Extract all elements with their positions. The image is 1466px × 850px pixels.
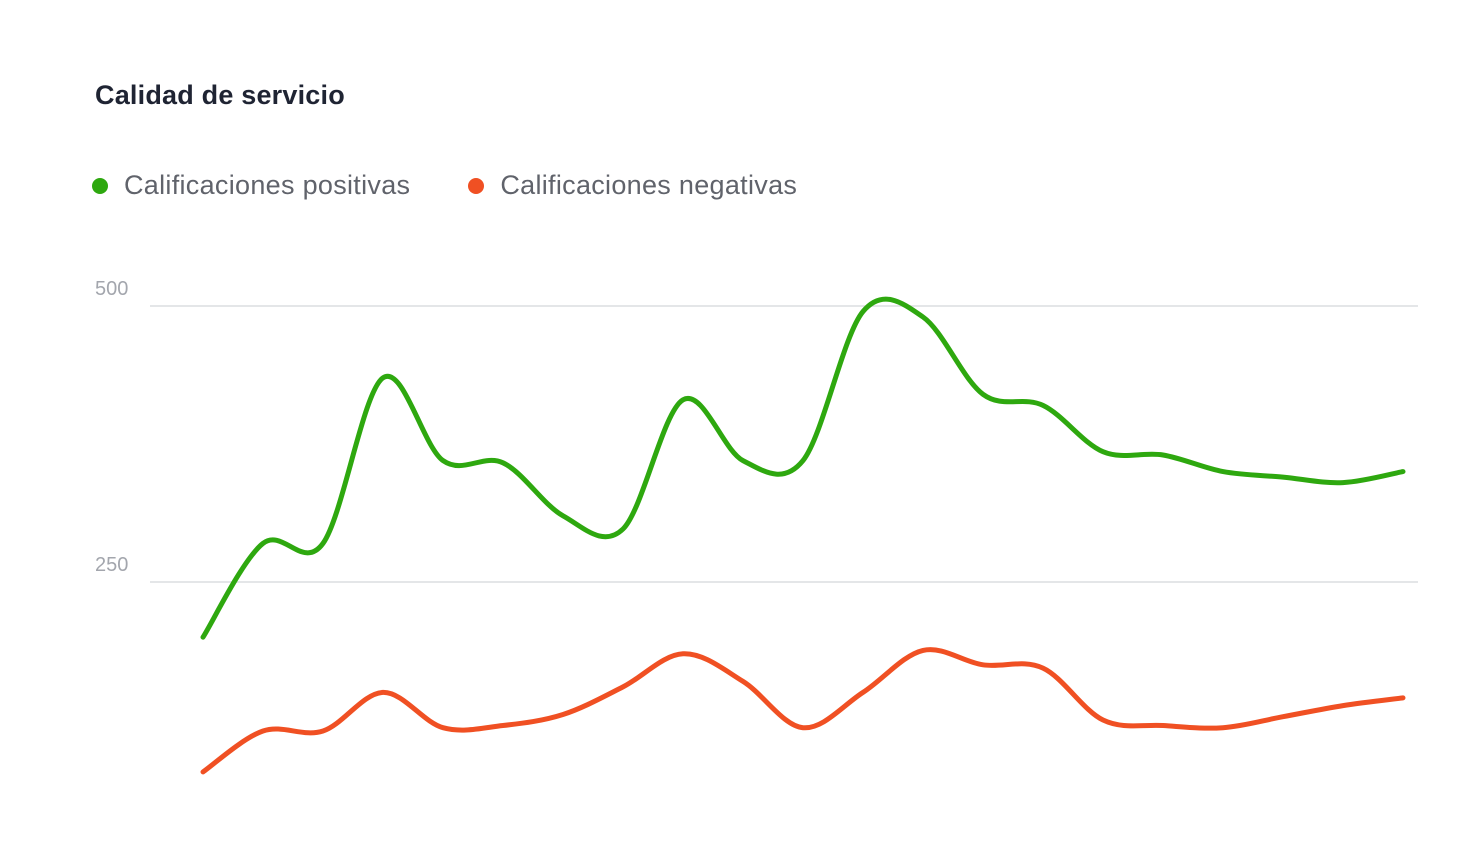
data-point-positive-4[interactable]	[377, 372, 389, 384]
data-point-positive-14[interactable]	[977, 388, 989, 400]
legend-item-negative[interactable]: Calificaciones negativas	[468, 170, 797, 201]
series-line-negative	[200, 647, 1406, 775]
data-point-negative-18[interactable]	[1217, 722, 1229, 734]
data-point-positive-18[interactable]	[1217, 466, 1229, 478]
data-point-negative-3[interactable]	[317, 725, 329, 737]
data-point-negative-8[interactable]	[617, 681, 629, 693]
data-point-positive-21[interactable]	[1397, 466, 1409, 478]
data-point-negative-4[interactable]	[377, 686, 389, 698]
data-point-negative-21[interactable]	[1397, 692, 1409, 704]
chart-title: Calidad de servicio	[95, 80, 345, 110]
data-point-negative-17[interactable]	[1157, 720, 1169, 732]
data-point-negative-20[interactable]	[1337, 700, 1349, 712]
data-point-negative-5[interactable]	[437, 722, 449, 734]
data-point-negative-1[interactable]	[197, 766, 209, 778]
data-point-negative-13[interactable]	[917, 644, 929, 656]
series-line-positive	[200, 296, 1406, 640]
y-tick-label-250: 250	[95, 554, 128, 576]
data-point-positive-3[interactable]	[317, 537, 329, 549]
data-point-negative-14[interactable]	[977, 659, 989, 671]
data-point-negative-2[interactable]	[257, 725, 269, 737]
data-point-positive-12[interactable]	[857, 306, 869, 318]
data-point-positive-17[interactable]	[1157, 449, 1169, 461]
data-point-positive-13[interactable]	[917, 311, 929, 323]
data-point-positive-20[interactable]	[1337, 477, 1349, 489]
grid-layer	[150, 305, 1418, 583]
legend-dot-negative-icon	[468, 177, 485, 194]
data-point-negative-10[interactable]	[737, 675, 749, 687]
legend-label-negative: Calificaciones negativas	[500, 170, 798, 200]
data-point-positive-10[interactable]	[737, 455, 749, 467]
data-point-positive-6[interactable]	[497, 457, 509, 469]
y-axis-ticks: 250 500	[95, 278, 128, 576]
data-point-positive-8[interactable]	[617, 523, 629, 535]
data-point-negative-6[interactable]	[497, 720, 509, 732]
legend-label-positive: Calificaciones positivas	[124, 170, 411, 200]
data-point-positive-7[interactable]	[557, 510, 569, 522]
data-point-positive-16[interactable]	[1097, 446, 1109, 458]
data-point-positive-11[interactable]	[797, 455, 809, 467]
data-point-positive-15[interactable]	[1037, 399, 1049, 411]
legend-dot-positive-icon	[92, 177, 108, 194]
data-point-negative-7[interactable]	[557, 709, 569, 721]
data-point-positive-2[interactable]	[257, 537, 269, 549]
data-point-negative-9[interactable]	[677, 648, 689, 660]
y-tick-label-500: 500	[95, 278, 128, 300]
data-point-positive-1[interactable]	[197, 631, 209, 643]
data-point-negative-11[interactable]	[797, 722, 809, 734]
data-point-negative-16[interactable]	[1097, 714, 1109, 726]
data-point-positive-9[interactable]	[677, 394, 689, 406]
data-point-negative-19[interactable]	[1277, 711, 1289, 723]
data-point-negative-12[interactable]	[857, 686, 869, 698]
legend-item-positive[interactable]: Calificaciones positivas	[92, 170, 410, 201]
chart-legend: Calificaciones positivas Calificaciones …	[92, 170, 797, 201]
series-layer	[197, 296, 1409, 778]
data-point-negative-15[interactable]	[1037, 662, 1049, 674]
data-point-positive-5[interactable]	[437, 455, 449, 467]
data-point-positive-19[interactable]	[1277, 471, 1289, 483]
